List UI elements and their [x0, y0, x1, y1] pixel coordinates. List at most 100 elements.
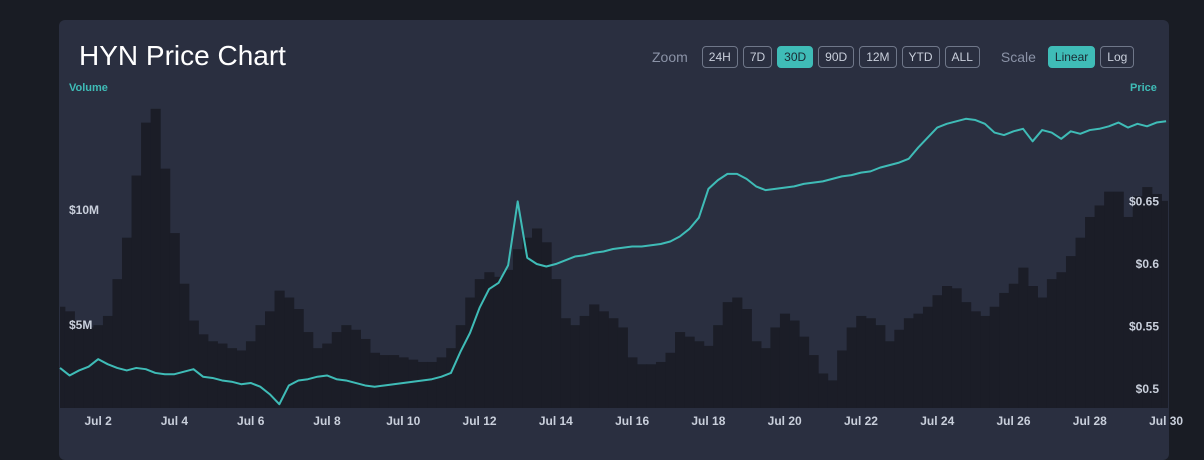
- volume-bar: [675, 332, 686, 408]
- volume-bar: [293, 309, 304, 408]
- volume-bar: [655, 361, 667, 408]
- volume-bar: [894, 329, 905, 408]
- x-tick-label: Jul 6: [237, 414, 265, 428]
- volume-bar: [884, 341, 895, 408]
- volume-bar: [74, 320, 85, 408]
- volume-tick-label: $5M: [69, 318, 92, 332]
- x-tick-label: Jul 24: [920, 414, 954, 428]
- volume-bar: [512, 249, 524, 408]
- volume-bar: [1151, 193, 1162, 408]
- volume-bar: [303, 332, 314, 408]
- volume-bar: [1142, 187, 1153, 408]
- price-tick-label: $0.6: [1136, 257, 1160, 271]
- volume-bar: [60, 306, 66, 408]
- volume-bar: [341, 325, 352, 408]
- volume-bar: [922, 306, 934, 408]
- x-tick-label: Jul 10: [386, 414, 420, 428]
- price-tick-label: $0.55: [1129, 320, 1159, 334]
- volume-bar: [350, 329, 361, 408]
- volume-bar: [1104, 191, 1115, 408]
- volume-bar: [522, 237, 533, 408]
- volume-bar: [64, 311, 75, 408]
- volume-bar: [379, 355, 390, 408]
- scale-linear-button[interactable]: Linear: [1047, 46, 1096, 68]
- volume-tick-label: $10M: [69, 203, 99, 217]
- volume-bar: [865, 318, 876, 408]
- volume-bar: [627, 357, 638, 408]
- x-tick-label: Jul 12: [463, 414, 497, 428]
- volume-bar: [446, 348, 457, 408]
- volume-bar: [961, 302, 972, 408]
- volume-bar: [798, 336, 810, 408]
- volume-bar: [1037, 297, 1048, 408]
- volume-bar: [875, 325, 886, 408]
- zoom-90d-button[interactable]: 90D: [818, 46, 855, 68]
- x-tick-label: Jul 20: [768, 414, 802, 428]
- volume-bar: [827, 380, 838, 408]
- volume-bar: [980, 315, 991, 408]
- zoom-7d-button[interactable]: 7D: [742, 46, 773, 68]
- volume-bar: [93, 325, 104, 408]
- scale-log-button[interactable]: Log: [1100, 46, 1135, 68]
- volume-bar: [684, 336, 695, 408]
- volume-bar: [1008, 283, 1019, 408]
- volume-bar: [493, 276, 504, 408]
- volume-bar: [1075, 237, 1086, 408]
- volume-bar: [217, 343, 228, 408]
- zoom-ytd-button[interactable]: YTD: [901, 46, 940, 68]
- page-title: HYN Price Chart: [79, 40, 286, 71]
- volume-bar: [1132, 196, 1143, 408]
- volume-bar: [541, 242, 552, 408]
- volume-bar: [265, 311, 276, 408]
- volume-bar: [1065, 256, 1077, 408]
- volume-bar: [388, 355, 400, 408]
- x-tick-label: Jul 18: [691, 414, 725, 428]
- zoom-30d-button[interactable]: 30D: [777, 46, 814, 68]
- volume-bar: [417, 361, 428, 408]
- volume-bar: [474, 279, 485, 408]
- volume-bar: [436, 357, 447, 408]
- x-tick-label: Jul 8: [313, 414, 341, 428]
- volume-bar: [503, 269, 514, 408]
- x-tick-label: Jul 26: [997, 414, 1031, 428]
- volume-bar: [179, 283, 190, 408]
- price-axis-title: Price: [1130, 82, 1157, 94]
- volume-bar: [255, 325, 266, 408]
- volume-bar: [1123, 216, 1134, 408]
- volume-bar: [665, 352, 676, 408]
- zoom-24h-button[interactable]: 24H: [701, 46, 738, 68]
- volume-bar: [722, 302, 733, 408]
- volume-bar: [427, 361, 438, 408]
- volume-bar: [141, 122, 152, 409]
- scale-label: Scale: [1000, 49, 1036, 65]
- volume-bar: [188, 320, 199, 408]
- volume-bar: [331, 332, 342, 408]
- volume-bar: [808, 355, 819, 408]
- volume-bar: [646, 364, 657, 408]
- volume-bar: [789, 320, 800, 408]
- x-tick-label: Jul 2: [84, 414, 112, 428]
- volume-bar: [1018, 267, 1029, 408]
- volume-bar: [236, 350, 247, 408]
- volume-bar: [160, 168, 171, 408]
- volume-bar: [760, 348, 771, 408]
- volume-bar: [598, 311, 609, 408]
- volume-bar: [274, 290, 285, 409]
- volume-bar: [369, 352, 381, 408]
- volume-bar: [1161, 200, 1168, 408]
- chart-controls: Zoom 24H 7D 30D 90D 12M YTD ALL Scale Li…: [652, 46, 1139, 68]
- volume-bar: [551, 279, 562, 408]
- zoom-label: Zoom: [652, 49, 688, 65]
- volume-bar: [465, 297, 476, 408]
- volume-bar: [455, 325, 466, 408]
- volume-bar: [770, 327, 781, 408]
- volume-bar: [713, 325, 724, 408]
- volume-bar: [856, 315, 867, 408]
- volume-bar: [245, 341, 257, 408]
- zoom-all-button[interactable]: ALL: [944, 46, 980, 68]
- volume-bar: [360, 338, 371, 408]
- volume-bar: [608, 318, 619, 408]
- volume-bar: [112, 279, 123, 408]
- zoom-12m-button[interactable]: 12M: [859, 46, 897, 68]
- x-tick-label: Jul 22: [844, 414, 878, 428]
